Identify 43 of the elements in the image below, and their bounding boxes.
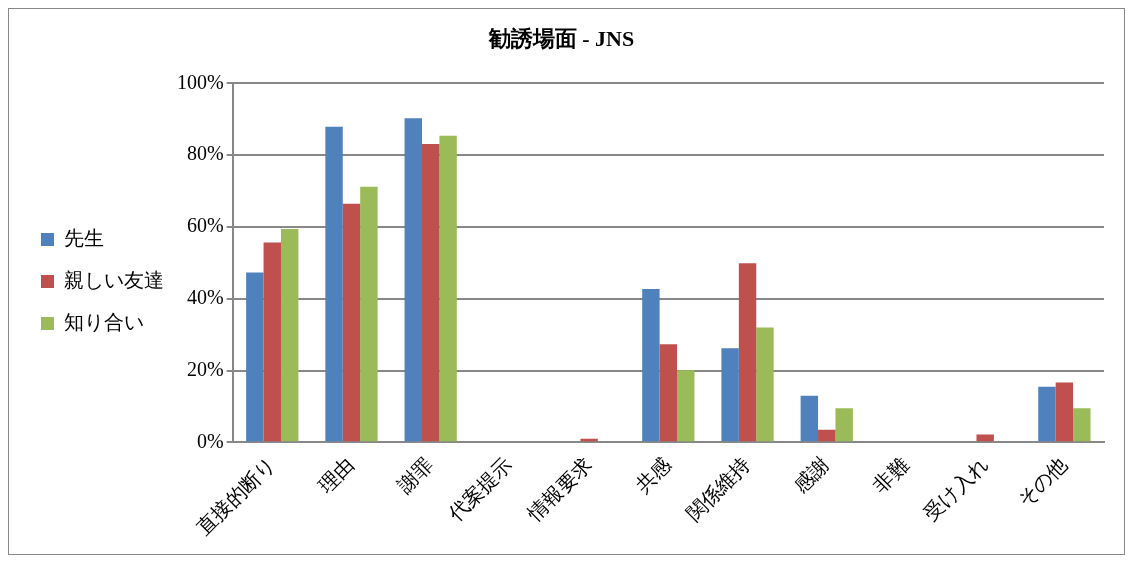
bar [263, 242, 281, 442]
x-tick-label: 直接的断り [192, 452, 279, 540]
x-tick-label: 代案提示 [443, 452, 517, 526]
y-tick-label: 80% [186, 142, 224, 165]
bar [1038, 386, 1056, 442]
y-tick-label: 20% [186, 357, 224, 380]
bar [325, 126, 343, 442]
x-tick-label: 理由 [314, 452, 359, 497]
bar [439, 135, 457, 442]
chart-title: 勧誘場面 - JNS [487, 25, 635, 51]
bar [756, 327, 774, 442]
bar [818, 429, 836, 442]
x-tick-label: 情報要求 [522, 452, 596, 526]
y-tick-label: 100% [176, 70, 224, 93]
bar [677, 370, 695, 442]
bar [421, 144, 440, 442]
x-tick-label: 受け入れ [919, 452, 992, 525]
x-tick-label: 共感 [631, 452, 675, 497]
bar [280, 229, 299, 442]
bar [1055, 382, 1074, 442]
x-tick-label: 謝罪 [393, 452, 438, 497]
bar [835, 408, 853, 442]
y-tick-label: 40% [186, 286, 224, 308]
legend-label: 知り合い [64, 310, 144, 333]
bar [360, 186, 378, 442]
x-tick-label: 感謝 [789, 452, 834, 497]
x-tick-label: 非難 [868, 452, 913, 497]
bar [342, 203, 361, 442]
y-tick-label: 0% [196, 429, 224, 452]
y-tick-label: 60% [186, 214, 224, 237]
bar [721, 348, 739, 442]
x-tick-label: その他 [1012, 452, 1071, 511]
bar [800, 395, 819, 442]
bar [738, 263, 757, 442]
bar [659, 344, 678, 442]
legend-label: 親しい友達 [64, 268, 164, 291]
bar [642, 289, 660, 442]
x-tick-label: 関係維持 [681, 452, 755, 525]
bar [404, 118, 422, 442]
legend-label: 先生 [64, 226, 104, 249]
bar [1073, 408, 1091, 442]
bar [976, 434, 994, 442]
bar [246, 272, 264, 442]
